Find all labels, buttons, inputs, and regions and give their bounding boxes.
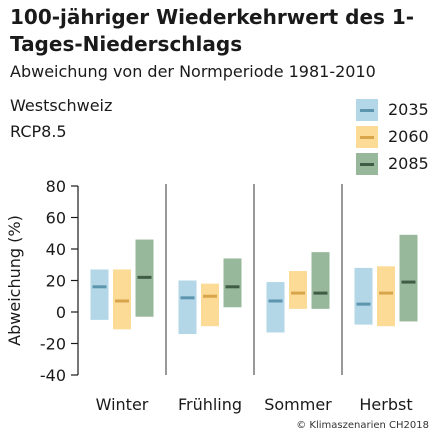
y-tick-label: -20 [40, 335, 66, 354]
legend-swatch [356, 153, 378, 175]
range-bar [90, 269, 109, 320]
chart-subtitle: Abweichung von der Normperiode 1981-2010 [10, 62, 376, 81]
y-axis-title: Abweichung (%) [5, 215, 24, 346]
range-bar [113, 269, 131, 330]
range-bar [223, 258, 242, 308]
legend-label: 2035 [388, 100, 429, 119]
y-tick-label: -40 [40, 366, 66, 385]
y-tick-label: 40 [46, 240, 66, 259]
range-bar [311, 252, 330, 309]
legend-label: 2085 [388, 154, 429, 173]
range-bar [354, 267, 373, 325]
range-bar [289, 271, 307, 309]
chart-title: 100-jähriger Wiederkehrwert des 1-Tages-… [10, 5, 415, 56]
legend-item-2035: 2035 [356, 98, 435, 125]
legend-swatch-median [360, 163, 374, 166]
range-bar [377, 266, 395, 327]
legend-swatch-median [360, 136, 374, 139]
category-label: Sommer [264, 395, 332, 414]
y-tick-label: 60 [46, 209, 66, 228]
y-tick-label: 0 [56, 303, 66, 322]
y-tick-label: 80 [46, 177, 66, 196]
category-label: Winter [96, 395, 149, 414]
scenario-label: RCP8.5 [10, 122, 67, 141]
legend-swatch-median [360, 109, 374, 112]
legend-label: 2060 [388, 127, 429, 146]
range-bar [201, 283, 219, 327]
region-label: Westschweiz [10, 96, 113, 115]
category-label: Frühling [178, 395, 242, 414]
range-bar [399, 234, 418, 322]
legend-swatch [356, 126, 378, 148]
legend-item-2060: 2060 [356, 125, 435, 152]
legend-swatch [356, 99, 378, 121]
y-tick-label: 20 [46, 272, 66, 291]
legend-item-2085: 2085 [356, 152, 435, 179]
range-bar [178, 280, 197, 335]
legend: 2035 2060 2085 [356, 98, 435, 179]
category-label: Herbst [359, 395, 412, 414]
copyright: © Klimaszenarien CH2018 [296, 420, 429, 431]
range-bar [266, 282, 285, 333]
